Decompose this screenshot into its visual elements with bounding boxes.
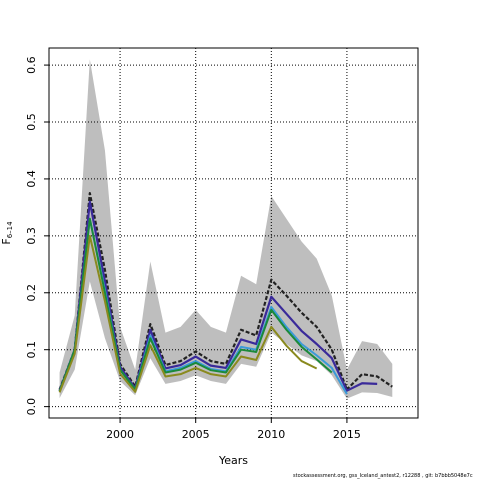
series-line-1: [58, 192, 393, 391]
confidence-band-layer: [59, 59, 393, 399]
plot-frame: [48, 47, 419, 419]
y-tick-label: 0.1: [25, 341, 38, 359]
footer-credit: stockassessment.org, gss_Iceland_antest2…: [293, 473, 473, 479]
y-axis-title-main: F: [0, 238, 13, 244]
y-tick-label: 0.0: [25, 398, 38, 416]
y-axis-title-subscript: 6–14: [6, 221, 14, 238]
series-line-4: [58, 217, 333, 392]
y-tick-label: 0.5: [25, 113, 38, 131]
y-tick-label: 0.4: [25, 170, 38, 188]
x-tick-label: 2010: [257, 428, 285, 441]
y-tick-label: 0.6: [25, 56, 38, 74]
series-line-5: [58, 234, 318, 393]
series-layer: [58, 192, 393, 395]
y-axis-title: F6–14: [0, 221, 14, 245]
x-tick-label: 2015: [333, 428, 361, 441]
series-line-2: [58, 200, 378, 392]
x-tick-label: 2005: [182, 428, 210, 441]
y-tick-label: 0.3: [25, 227, 38, 245]
x-axis-title: Years: [218, 454, 248, 467]
y-tick-label: 0.2: [25, 284, 38, 302]
x-tick-label: 2000: [106, 428, 134, 441]
confidence-band: [59, 59, 393, 399]
axis-layer: 2000 2005 2010 2015 0.0 0.1 0.2 0.3 0.4 0.5 0.6: [25, 56, 361, 441]
